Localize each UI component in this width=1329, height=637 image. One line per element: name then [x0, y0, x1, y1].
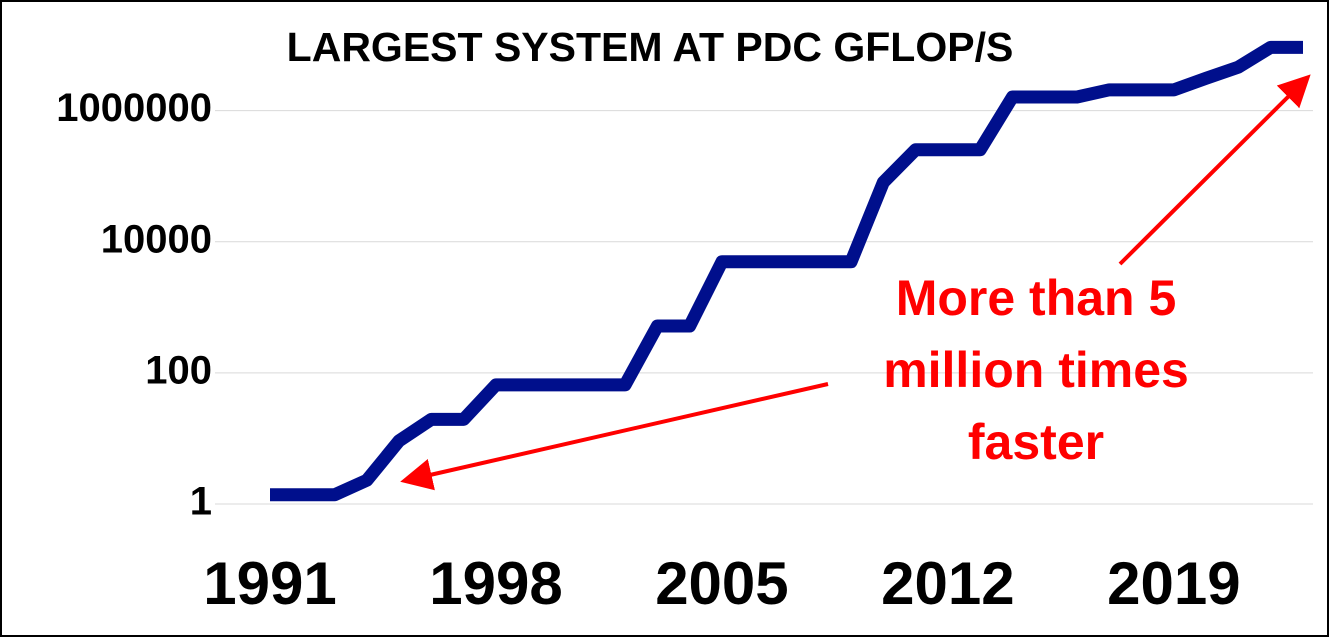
x-tick-label: 1991 — [203, 550, 336, 617]
annotation: faster — [968, 414, 1104, 470]
arrow — [1118, 74, 1311, 266]
annotation: More than 5 — [896, 270, 1177, 326]
annotation: million times — [883, 342, 1189, 398]
line — [270, 40, 1303, 502]
x-tick-label: 1998 — [429, 550, 562, 617]
y-tick-label: 10000 — [101, 217, 212, 261]
y-tick-label: 1 — [190, 480, 212, 524]
y-tick-label: 100 — [145, 348, 212, 392]
y-tick-label: 1000000 — [56, 86, 212, 130]
x-tick-label: 2012 — [881, 550, 1014, 617]
arrow — [400, 382, 829, 491]
chart-title: LARGEST SYSTEM AT PDC GFLOP/S — [287, 24, 1014, 70]
x-tick-label: 2019 — [1107, 550, 1240, 617]
x-tick-label: 2005 — [655, 550, 788, 617]
